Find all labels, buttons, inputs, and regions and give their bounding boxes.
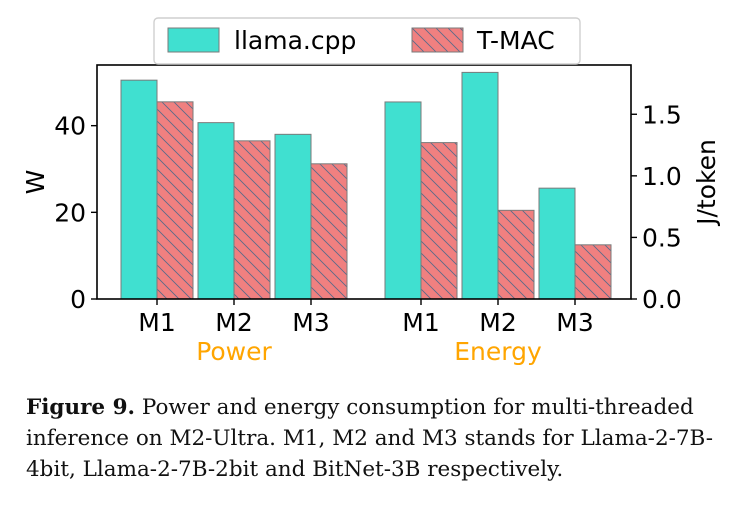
y-left-axis-label: W (21, 170, 50, 195)
x-tick-label: M2 (215, 308, 252, 337)
y-right-tick-label: 1.0 (642, 162, 682, 191)
x-tick-label: M3 (292, 308, 329, 337)
bar-power-m2-llama (197, 122, 235, 300)
bar-power-m3-tmac (310, 163, 348, 300)
group-label-power: Power (196, 337, 272, 366)
y-right-tick-label: 0.0 (642, 285, 682, 314)
axes-layer: M1 M2 M3 Power M1 M2 M3 Energy 0 20 40 0.0 0.5 1.0 1.5… (21, 100, 721, 366)
x-tick-label: M1 (138, 308, 175, 337)
legend: llama.cpp T-MAC (153, 17, 581, 65)
bar-energy-m2-llama (461, 71, 499, 300)
y-left-tick-label: 0 (70, 285, 86, 314)
legend-box (153, 17, 581, 65)
y-right-axis-label: J/token (692, 139, 721, 227)
legend-label-llama: llama.cpp (234, 26, 356, 55)
y-left-tick-label: 40 (54, 112, 86, 141)
group-label-energy: Energy (454, 337, 542, 366)
plot-frame (96, 64, 632, 300)
x-tick-label: M1 (402, 308, 439, 337)
legend-label-tmac: T-MAC (476, 26, 555, 55)
y-right-tick-label: 1.5 (642, 100, 682, 129)
bar-energy-m1-llama (384, 101, 422, 300)
legend-swatch-tmac (411, 27, 464, 53)
bar-energy-m3-llama (538, 187, 576, 300)
x-tick-label: M3 (556, 308, 593, 337)
bar-energy-m1-tmac (420, 142, 458, 300)
bar-power-m2-tmac (233, 140, 271, 300)
bar-energy-m2-tmac (497, 209, 535, 300)
figure-caption: Figure 9. Power and energy consumption f… (26, 392, 726, 485)
bar-power-m1-llama (120, 79, 158, 300)
bar-energy-m3-tmac (574, 244, 612, 300)
x-tick-label: M2 (479, 308, 516, 337)
caption-text: Power and energy consumption for multi-t… (26, 395, 714, 482)
caption-label: Figure 9. (26, 395, 136, 420)
bars-layer (120, 71, 612, 300)
bar-power-m3-llama (274, 133, 312, 300)
y-left-tick-label: 20 (54, 198, 86, 227)
legend-swatch-llama (167, 27, 220, 53)
bar-power-m1-tmac (156, 101, 194, 300)
chart: M1 M2 M3 Power M1 M2 M3 Energy 0 20 40 0.0 0.5 1.0 1.5… (21, 17, 721, 366)
y-right-tick-label: 0.5 (642, 223, 682, 252)
